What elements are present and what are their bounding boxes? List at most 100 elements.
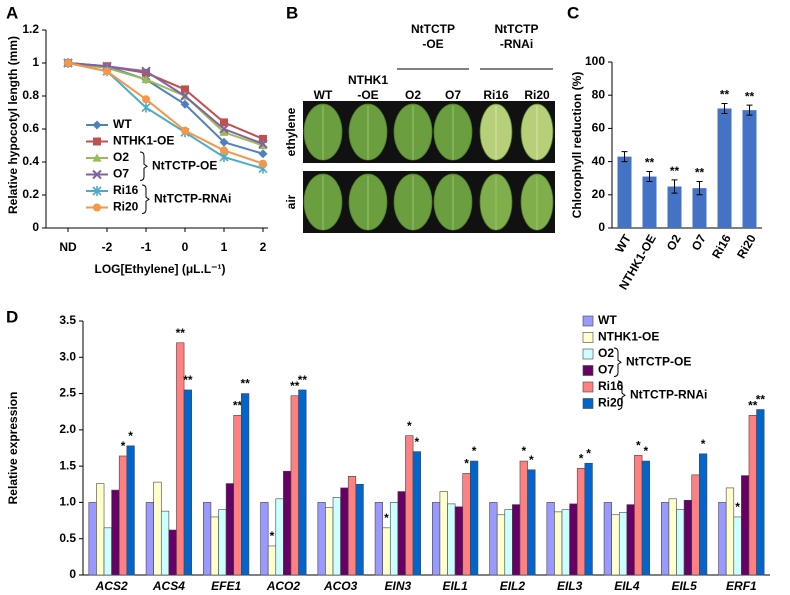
legend-swatch [582, 381, 594, 393]
legend-label: NTHK1-OE [113, 134, 174, 148]
bar [626, 504, 635, 576]
bar [355, 483, 364, 576]
y-tick-label: 0 [32, 220, 39, 234]
significance: ** [748, 399, 758, 413]
bar [260, 502, 269, 576]
y-tick-label: 80 [592, 87, 606, 101]
legend-label: O2 [113, 150, 129, 164]
bar [210, 516, 219, 576]
bar [683, 499, 693, 576]
row-label: air [284, 194, 298, 209]
y-axis-label: Relative expression [6, 392, 20, 505]
marker [92, 120, 102, 130]
series-line [67, 62, 264, 147]
marker [141, 66, 151, 76]
x-tick-label: EIN3 [385, 579, 412, 593]
legend-label: Ri20 [113, 200, 139, 214]
bar [504, 509, 513, 576]
legend-brace [613, 347, 622, 377]
bar [439, 491, 448, 576]
significance: ** [290, 379, 300, 393]
x-tick-label: Ri16 [709, 232, 734, 261]
x-tick-label: ERF1 [726, 579, 757, 593]
significance: * [521, 444, 526, 458]
legend-group-label: NtTCTP-RNAi [630, 387, 707, 401]
significance: * [636, 438, 641, 452]
bar [611, 514, 620, 576]
significance: * [407, 419, 412, 433]
significance: ** [176, 326, 186, 340]
bar [283, 470, 292, 576]
bar [554, 511, 563, 576]
bar [317, 502, 326, 576]
bar [725, 487, 735, 576]
significance: * [270, 529, 275, 543]
group-label: -RNAi [500, 37, 533, 51]
bar [733, 516, 742, 576]
panel-label: B [286, 3, 298, 22]
bar [103, 527, 112, 576]
y-tick-label: 2.0 [59, 422, 76, 436]
legend-label: WT [113, 117, 132, 131]
x-tick-label: 1 [221, 240, 228, 254]
marker [258, 139, 268, 149]
series-line [67, 62, 264, 165]
bar [519, 460, 528, 576]
legend-label: Ri16 [598, 379, 624, 393]
marker [219, 127, 229, 136]
significance: ** [756, 393, 766, 407]
bar [397, 491, 406, 576]
marker [103, 67, 111, 76]
x-tick-label: EIL2 [500, 579, 526, 593]
significance: * [579, 451, 584, 465]
column-label: Ri20 [524, 88, 550, 102]
legend-label: O7 [598, 363, 614, 377]
x-tick-label: O2 [664, 232, 684, 253]
y-tick-label: 1.5 [59, 458, 76, 472]
significance: * [644, 444, 649, 458]
significance: * [415, 435, 420, 449]
bar [634, 454, 643, 576]
bar [432, 502, 441, 576]
x-tick-label: 2 [260, 240, 267, 254]
bar [160, 510, 170, 576]
x-tick-label: WT [612, 232, 634, 256]
significance: ** [298, 373, 308, 387]
significance: * [464, 457, 469, 471]
y-tick-label: 1.2 [22, 22, 39, 36]
error-bar [721, 103, 728, 114]
significance: * [586, 446, 591, 460]
marker [220, 146, 228, 155]
marker [219, 124, 229, 134]
column-label: O2 [405, 88, 421, 102]
marker [64, 59, 72, 67]
bar [332, 497, 341, 576]
y-tick-label: 1 [32, 55, 39, 69]
bar [126, 445, 135, 576]
y-tick-label: 0.5 [59, 531, 76, 545]
bar [569, 503, 578, 576]
bar [676, 509, 685, 576]
y-tick-label: 0.6 [22, 121, 39, 135]
panel-label: A [6, 3, 18, 22]
legend-label: Ri16 [113, 183, 139, 197]
bar [667, 186, 682, 228]
y-tick-label: 40 [592, 154, 606, 168]
legend-swatch [582, 365, 594, 376]
y-tick-label: 60 [592, 121, 606, 135]
y-tick-label: 2.5 [59, 386, 76, 400]
legend-group-label: NtTCTP-OE [626, 354, 691, 368]
y-tick-label: 20 [592, 187, 606, 201]
x-tick-label: O7 [689, 232, 709, 253]
x-tick-label: ND [59, 240, 77, 254]
bar [489, 502, 498, 576]
marker [93, 203, 101, 212]
bar [748, 415, 757, 576]
legend-group-label: NtTCTP-OE [152, 158, 217, 172]
significance: * [735, 500, 740, 514]
x-tick-label: EIL5 [671, 579, 697, 593]
bar [382, 527, 391, 576]
bar [218, 509, 227, 576]
significance: * [472, 444, 477, 458]
